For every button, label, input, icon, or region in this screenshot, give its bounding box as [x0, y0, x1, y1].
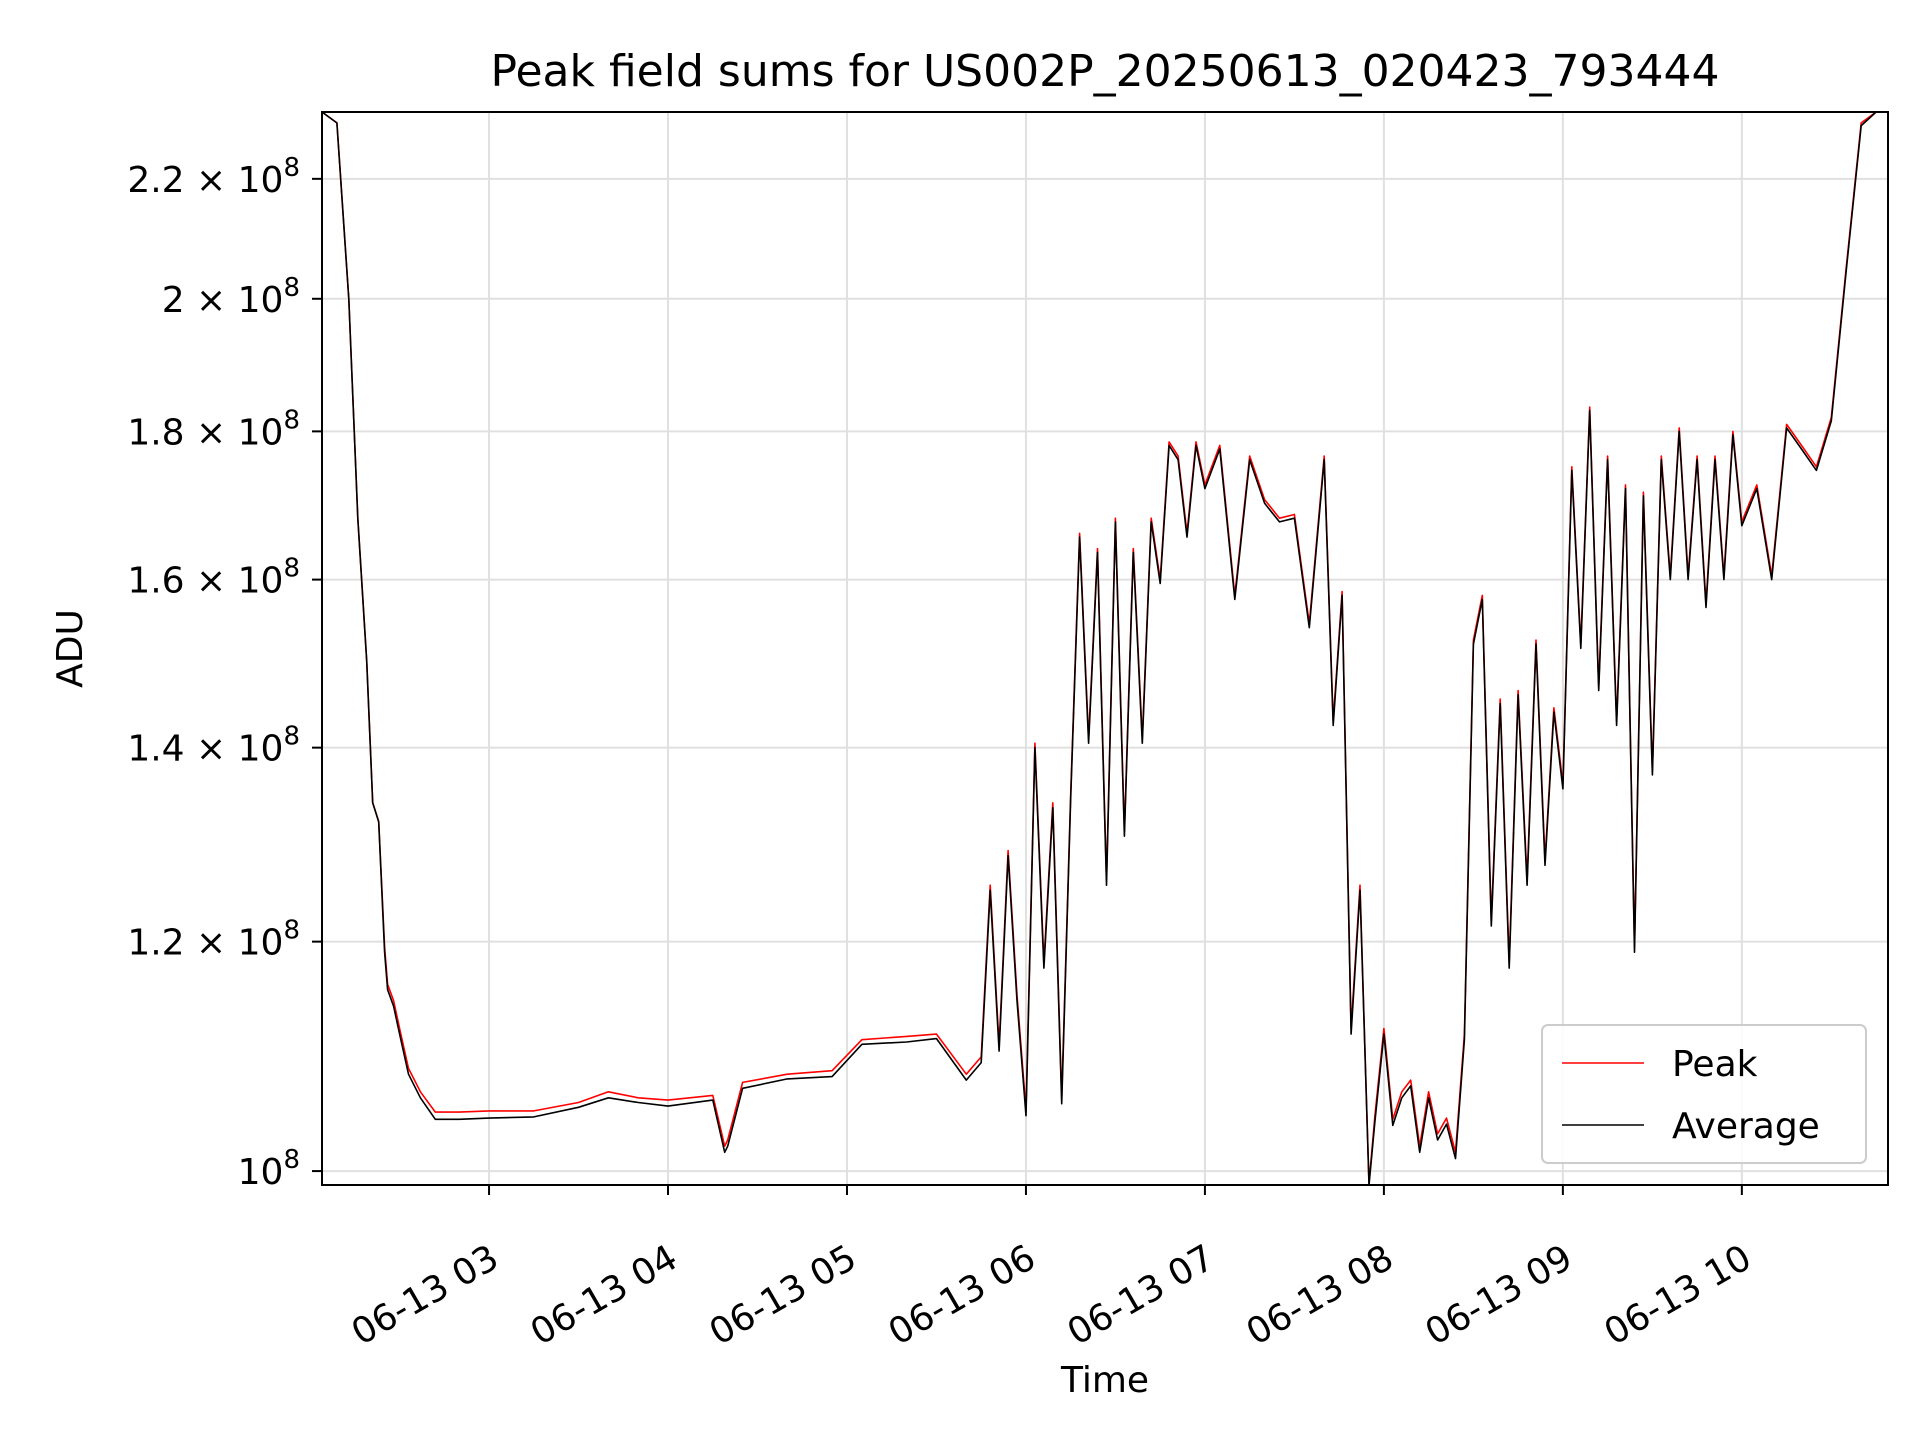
axes-frame	[321, 111, 1889, 1186]
series-line-peak	[322, 112, 1877, 1185]
y-tick-label: 2.2 × 108	[127, 153, 300, 201]
grid	[322, 112, 1888, 1185]
x-axis-label: Time	[1060, 1360, 1149, 1401]
y-tick-label: 1.8 × 108	[127, 405, 300, 453]
y-axis: 108 1.2 × 108 1.4 × 108 1.6 × 108 1.8 × 108 2…	[127, 153, 322, 1193]
chart-title: Peak field sums for US002P_20250613_0204…	[491, 46, 1720, 97]
legend-box	[1541, 1024, 1867, 1164]
y-tick-label: 1.6 × 108	[127, 554, 300, 602]
series-line-average	[322, 112, 1877, 1185]
y-tick-label: 2 × 108	[162, 273, 300, 321]
legend: Peak Average	[1541, 1024, 1867, 1164]
y-tick-label: 1.2 × 108	[127, 916, 300, 964]
y-tick-label: 1.4 × 108	[127, 722, 300, 770]
legend-label-average: Average	[1672, 1106, 1820, 1147]
y-tick-label: 108	[238, 1145, 300, 1193]
y-axis-label: ADU	[50, 609, 91, 688]
legend-label-peak: Peak	[1672, 1044, 1758, 1085]
plot-area	[322, 112, 1877, 1185]
